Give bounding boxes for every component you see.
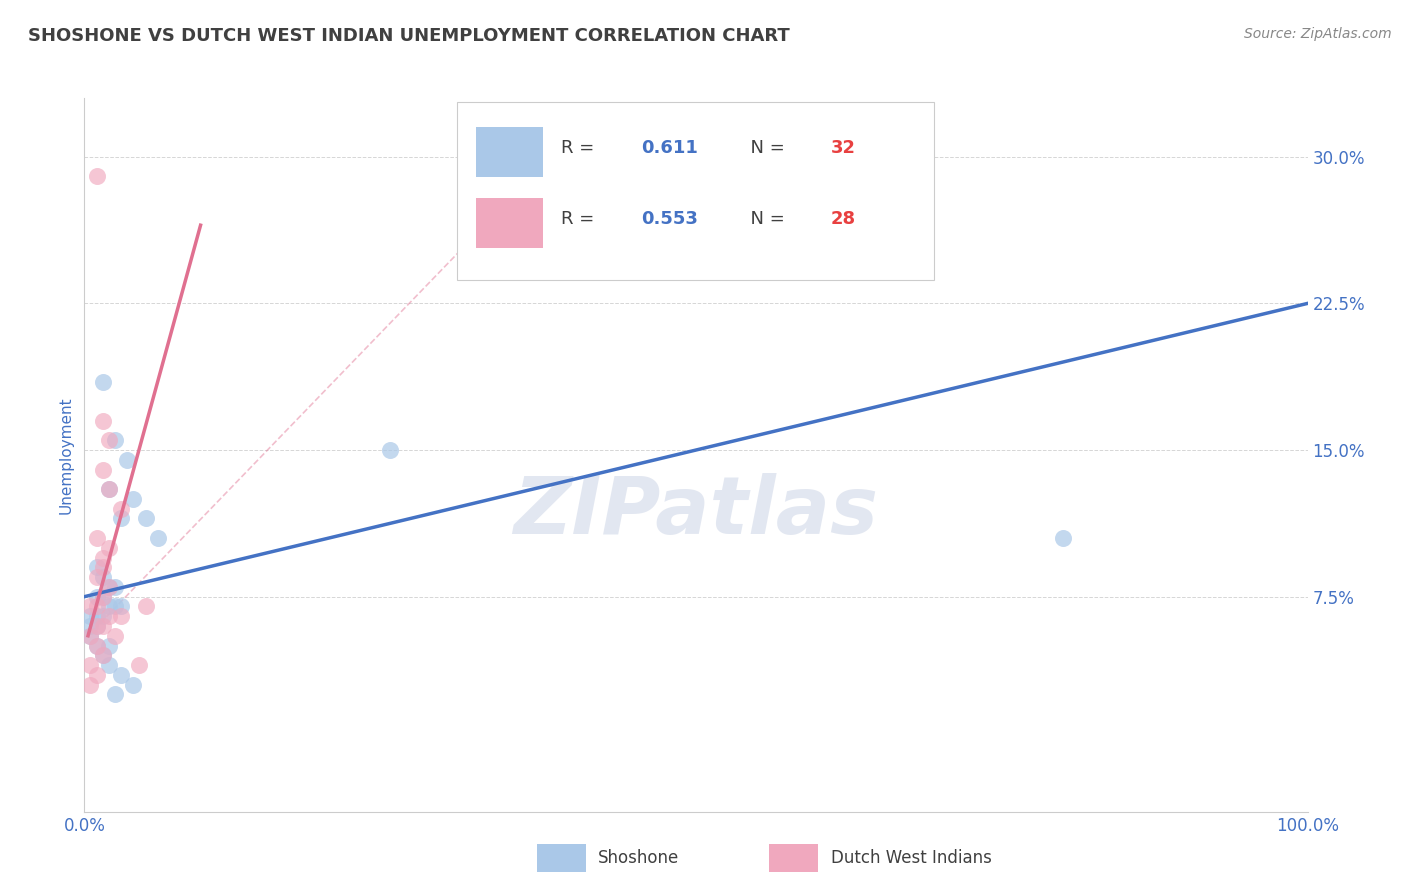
Point bbox=[91, 462, 114, 476]
Point bbox=[91, 590, 114, 604]
Point bbox=[79, 658, 101, 673]
Point bbox=[91, 609, 114, 624]
Point bbox=[104, 599, 127, 614]
Point bbox=[104, 629, 127, 643]
Point bbox=[97, 580, 120, 594]
Point bbox=[97, 609, 120, 624]
Point bbox=[86, 639, 108, 653]
Point bbox=[128, 658, 150, 673]
Text: Dutch West Indians: Dutch West Indians bbox=[831, 849, 991, 867]
Point bbox=[91, 619, 114, 633]
Text: R =: R = bbox=[561, 139, 600, 157]
Text: 0.611: 0.611 bbox=[641, 139, 697, 157]
Point bbox=[91, 375, 114, 389]
Point bbox=[97, 658, 120, 673]
Point bbox=[79, 678, 101, 692]
Point bbox=[110, 511, 132, 525]
Point bbox=[97, 482, 120, 496]
Point bbox=[110, 599, 132, 614]
Point bbox=[97, 482, 120, 496]
Bar bbox=[537, 844, 586, 872]
Point bbox=[91, 648, 114, 663]
Text: N =: N = bbox=[738, 139, 790, 157]
Point bbox=[86, 639, 108, 653]
Point bbox=[79, 619, 101, 633]
Point bbox=[91, 590, 114, 604]
Point bbox=[110, 609, 132, 624]
Point bbox=[122, 491, 145, 506]
Point bbox=[110, 501, 132, 516]
Point bbox=[86, 599, 108, 614]
Point bbox=[97, 541, 120, 555]
Point bbox=[135, 599, 157, 614]
Bar bbox=[475, 127, 543, 177]
Point bbox=[79, 629, 101, 643]
Point bbox=[91, 560, 114, 574]
Point bbox=[91, 414, 114, 428]
Point bbox=[1052, 531, 1074, 545]
Point bbox=[104, 687, 127, 701]
Point bbox=[97, 599, 120, 614]
FancyBboxPatch shape bbox=[457, 102, 935, 280]
Text: R =: R = bbox=[561, 211, 600, 228]
Text: Source: ZipAtlas.com: Source: ZipAtlas.com bbox=[1244, 27, 1392, 41]
Point bbox=[86, 590, 108, 604]
Point bbox=[86, 619, 108, 633]
Point bbox=[135, 511, 157, 525]
Point bbox=[122, 678, 145, 692]
Point bbox=[79, 629, 101, 643]
Text: Shoshone: Shoshone bbox=[598, 849, 679, 867]
Point bbox=[86, 668, 108, 682]
Bar bbox=[475, 198, 543, 248]
Point bbox=[91, 550, 114, 565]
Point bbox=[97, 639, 120, 653]
Text: 28: 28 bbox=[831, 211, 856, 228]
Y-axis label: Unemployment: Unemployment bbox=[58, 396, 73, 514]
Point bbox=[115, 452, 138, 467]
Point bbox=[97, 434, 120, 448]
Point bbox=[79, 609, 101, 624]
Point bbox=[91, 648, 114, 663]
Point bbox=[380, 443, 402, 458]
Point bbox=[91, 570, 114, 584]
Text: N =: N = bbox=[738, 211, 790, 228]
Text: 32: 32 bbox=[831, 139, 855, 157]
Text: ZIPatlas: ZIPatlas bbox=[513, 473, 879, 551]
Point bbox=[97, 580, 120, 594]
Point bbox=[79, 599, 101, 614]
Point bbox=[86, 609, 108, 624]
Bar bbox=[769, 844, 818, 872]
Point bbox=[86, 560, 108, 574]
Point bbox=[86, 570, 108, 584]
Point bbox=[104, 434, 127, 448]
Point bbox=[86, 169, 108, 184]
Point bbox=[104, 580, 127, 594]
Text: SHOSHONE VS DUTCH WEST INDIAN UNEMPLOYMENT CORRELATION CHART: SHOSHONE VS DUTCH WEST INDIAN UNEMPLOYME… bbox=[28, 27, 790, 45]
Point bbox=[110, 668, 132, 682]
Point bbox=[146, 531, 169, 545]
Text: 0.553: 0.553 bbox=[641, 211, 697, 228]
Point bbox=[86, 619, 108, 633]
Point bbox=[86, 531, 108, 545]
